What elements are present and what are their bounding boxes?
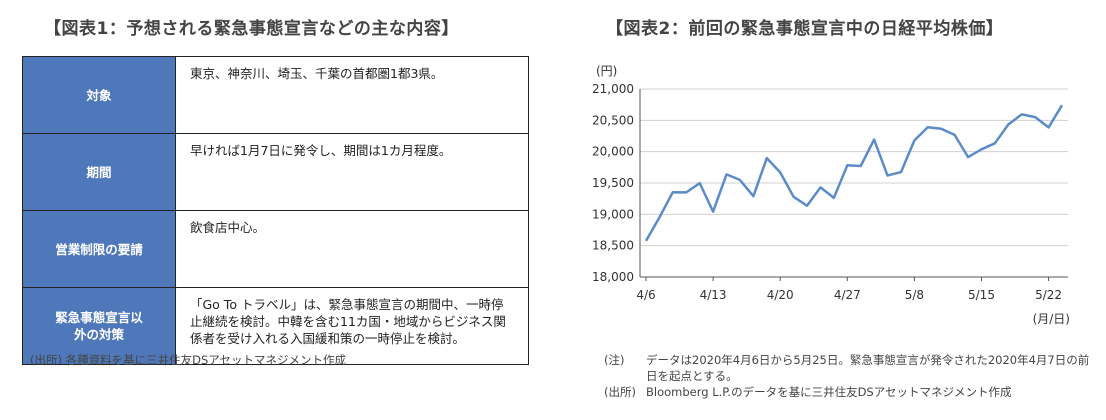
- y-tick-label: 21,000: [592, 82, 634, 96]
- measures-table: 対象 東京、神奈川、埼玉、千葉の首都圏1都3県。 期間 早ければ1月7日に発令し…: [22, 56, 529, 365]
- nikkei-line-chart: 18,000 18,500 19,000 19,500 20,000 20,500 21,0…: [592, 64, 1070, 326]
- y-tick-label: 19,500: [592, 176, 634, 190]
- note-text: Bloomberg L.P.のデータを基に三井住友DSアセットマネジメント作成: [646, 385, 1012, 399]
- y-tick-label: 20,000: [592, 145, 634, 159]
- y-tick-label: 19,000: [592, 207, 634, 221]
- series-line-nikkei: [644, 104, 1064, 242]
- chart-notes: (注) データは2020年4月6日から5月25日。緊急事態宣言が発令された202…: [604, 352, 1100, 400]
- row-header-business-restriction: 営業制限の要請: [22, 210, 176, 288]
- table-row: 対象 東京、神奈川、埼玉、千葉の首都圏1都3県。: [22, 56, 529, 134]
- y-tick-label: 18,500: [592, 239, 634, 253]
- table-row: 営業制限の要請 飲食店中心。: [22, 210, 529, 288]
- x-tick-label: 4/6: [636, 288, 655, 302]
- note-label: (出所): [604, 385, 636, 399]
- row-header-other-measures: 緊急事態宣言以 外の対策: [22, 287, 176, 365]
- note-row: (出所) Bloomberg L.P.のデータを基に三井住友DSアセットマネジメ…: [604, 384, 1100, 400]
- x-tick-label: 4/13: [700, 288, 727, 302]
- note-text: データは2020年4月6日から5月25日。緊急事態宣言が発令された2020年4月…: [646, 353, 1090, 383]
- row-content-period: 早ければ1月7日に発令し、期間は1カ月程度。: [175, 133, 529, 211]
- row-content-target: 東京、神奈川、埼玉、千葉の首都圏1都3県。: [175, 56, 529, 134]
- chart-panel-title: 【図表2：前回の緊急事態宣言中の日経平均株価】: [606, 19, 1004, 39]
- y-tick-label: 20,500: [592, 113, 634, 127]
- row-header-target: 対象: [22, 56, 176, 134]
- note-label: (注): [604, 353, 625, 367]
- x-tick-label: 5/22: [1035, 288, 1062, 302]
- row-header-period: 期間: [22, 133, 176, 211]
- table-source-note: (出所) 各種資料を基に三井住友DSアセットマネジメント作成: [30, 353, 347, 367]
- table-row: 緊急事態宣言以 外の対策 「Go To トラベル」は、緊急事態宣言の期間中、一時…: [22, 287, 529, 365]
- y-tick-label: 18,000: [592, 270, 634, 284]
- row-content-business-restriction: 飲食店中心。: [175, 210, 529, 288]
- table-panel-title: 【図表1：予想される緊急事態宣言などの主な内容】: [44, 19, 459, 39]
- x-tick-label: 4/27: [834, 288, 861, 302]
- x-tick-label: 5/15: [968, 288, 995, 302]
- y-axis-unit-label: (円): [596, 64, 617, 78]
- x-tick-label: 5/8: [905, 288, 924, 302]
- row-content-other-measures: 「Go To トラベル」は、緊急事態宣言の期間中、一時停 止継続を検討。中韓を含…: [175, 287, 529, 365]
- table-row: 期間 早ければ1月7日に発令し、期間は1カ月程度。: [22, 133, 529, 211]
- x-tick-label: 4/20: [767, 288, 794, 302]
- note-row: (注) データは2020年4月6日から5月25日。緊急事態宣言が発令された202…: [604, 352, 1100, 384]
- x-axis-unit-label: (月/日): [1033, 312, 1070, 326]
